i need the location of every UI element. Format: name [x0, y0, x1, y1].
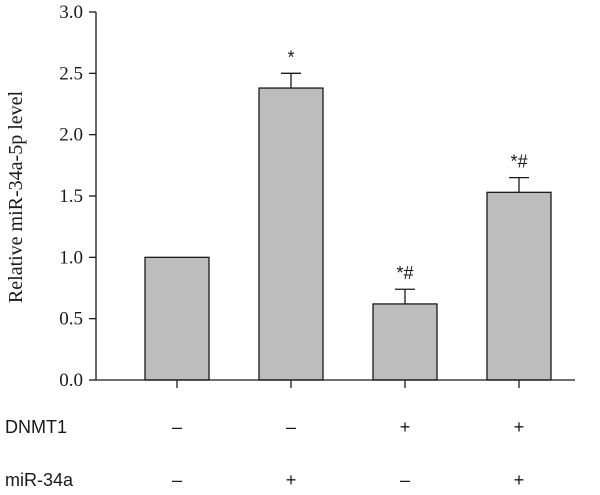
y-axis: 0.0 0.5 1.0 1.5 2.0 2.5 3.0	[59, 2, 97, 391]
y-tick-label: 3.0	[59, 2, 83, 23]
y-tick-label: 2.0	[59, 125, 83, 146]
factor-label: DNMT1	[5, 417, 67, 437]
bar	[486, 191, 552, 381]
factor-value: +	[286, 470, 297, 490]
y-tick-label: 2.5	[59, 63, 83, 84]
y-tick-label: 1.5	[59, 186, 83, 207]
factor-table: DNMT1 – – + + miR-34a – + – +	[5, 417, 524, 490]
significance-label: *#	[510, 152, 527, 172]
y-tick-label: 0.5	[59, 309, 83, 330]
y-tick-label: 0.0	[59, 370, 83, 391]
y-axis-label: Relative miR-34a-5p level	[5, 90, 27, 303]
significance-label: *	[287, 47, 294, 67]
factor-value: –	[286, 417, 296, 437]
factor-value: +	[400, 417, 411, 437]
significance-label: *#	[396, 263, 413, 283]
factor-label: miR-34a	[5, 470, 74, 490]
bar	[258, 87, 324, 381]
y-tick-label: 1.0	[59, 247, 83, 268]
factor-value: +	[514, 417, 525, 437]
bar	[372, 303, 438, 381]
factor-value: +	[514, 470, 525, 490]
bar	[144, 256, 210, 381]
factor-value: –	[400, 470, 410, 490]
factor-value: –	[172, 470, 182, 490]
bars: * *# *#	[144, 47, 552, 381]
x-axis	[96, 379, 575, 388]
factor-value: –	[172, 417, 182, 437]
